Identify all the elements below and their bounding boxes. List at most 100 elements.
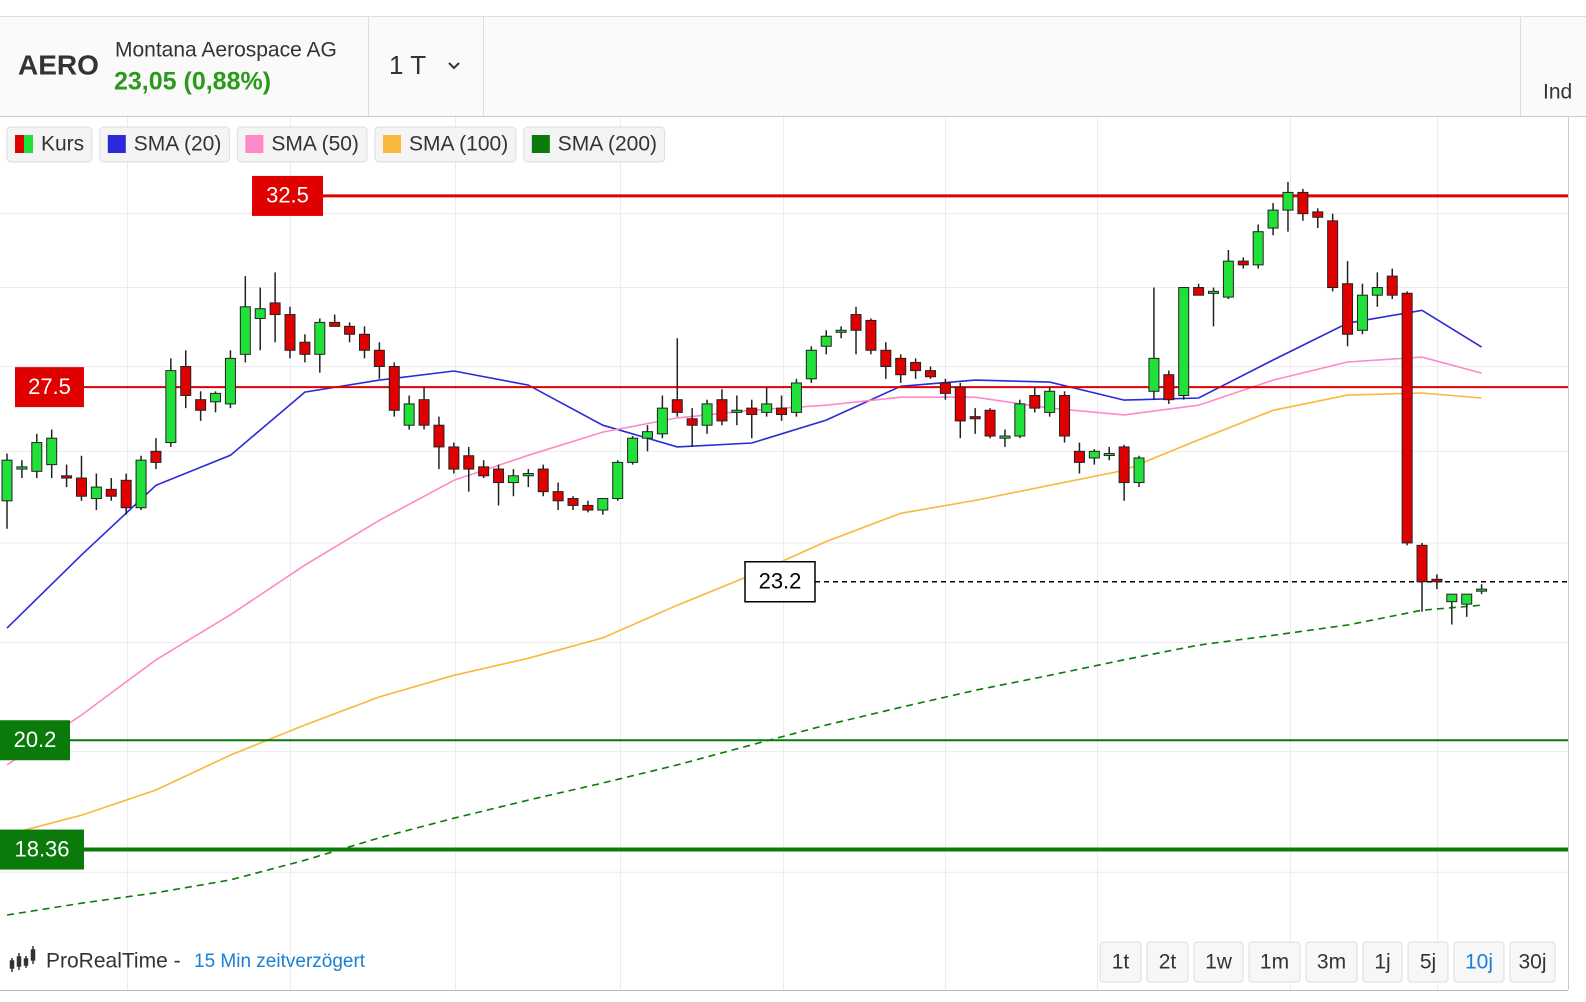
legend-item[interactable] <box>374 126 517 163</box>
candle-body <box>1207 290 1219 294</box>
period-button[interactable] <box>1453 941 1505 983</box>
candle-body <box>1327 220 1339 289</box>
candle-body <box>1133 457 1145 484</box>
level-label: 18.36 <box>14 836 69 861</box>
candle-body <box>567 498 579 506</box>
indicators-button[interactable]: Ind <box>1543 81 1572 104</box>
candle-body <box>895 357 907 376</box>
candle-body <box>1282 191 1294 211</box>
candle-body <box>1371 287 1383 296</box>
period-label[interactable]: 1t <box>1112 951 1130 974</box>
candle-body <box>314 321 326 355</box>
candle-body <box>1088 450 1100 459</box>
candle-body <box>641 431 653 439</box>
period-label[interactable]: 10j <box>1465 951 1493 974</box>
quote: 23,05 (0,88%) <box>114 68 271 96</box>
candle-body <box>284 314 296 351</box>
candle-body <box>31 442 43 472</box>
period-label[interactable]: 1m <box>1260 951 1289 974</box>
candle-body <box>105 488 117 497</box>
interval[interactable]: 1 T <box>389 50 426 80</box>
candle-body <box>1073 450 1085 463</box>
legend-label: Kurs <box>41 133 84 156</box>
candle-body <box>671 399 683 413</box>
level-label-box <box>744 561 816 603</box>
period-button[interactable] <box>1305 941 1358 983</box>
period-label[interactable]: 2t <box>1159 951 1177 974</box>
candle-body <box>656 407 668 435</box>
candle-body <box>1178 287 1190 396</box>
candle-body <box>612 461 624 500</box>
candle-body <box>865 319 877 351</box>
candle-body <box>969 416 981 420</box>
period-button[interactable] <box>1509 941 1556 983</box>
candle-body <box>1342 283 1354 335</box>
header-bar <box>0 16 1586 117</box>
level-label-box <box>0 829 84 870</box>
candle-body <box>75 477 87 497</box>
period-button[interactable] <box>1193 941 1244 983</box>
candle-body <box>61 475 73 479</box>
candle-body <box>344 325 356 335</box>
sma-line <box>6 309 1483 629</box>
candle-body <box>835 329 847 333</box>
candle-body <box>210 392 222 403</box>
candle-body <box>418 399 430 426</box>
legend-label: SMA (20) <box>134 133 222 156</box>
candle-body <box>1 459 13 502</box>
period-button[interactable] <box>1248 941 1301 983</box>
period-label[interactable]: 5j <box>1420 951 1436 974</box>
candle-body <box>880 349 892 368</box>
candle-body <box>746 407 758 416</box>
candle-body <box>1148 357 1160 392</box>
period-label[interactable]: 30j <box>1518 951 1546 974</box>
candle-body <box>373 349 385 368</box>
level-label: 27.5 <box>28 374 71 399</box>
legend-item[interactable] <box>99 126 230 163</box>
period-button[interactable] <box>1362 941 1403 983</box>
legend-item[interactable] <box>523 126 666 163</box>
candle-body <box>790 382 802 413</box>
candle-body <box>1103 453 1115 457</box>
candle-body <box>924 370 936 378</box>
candle-body <box>180 366 192 396</box>
candle-body <box>165 370 177 444</box>
candle-body <box>776 407 788 416</box>
candle-body <box>1386 275 1398 296</box>
period-button[interactable] <box>1407 941 1449 983</box>
legend-swatch <box>24 135 33 153</box>
plot: 32.5 27.5 23.2 20.2 18.36 <box>0 175 1568 916</box>
candle-body <box>150 450 162 463</box>
period-button[interactable] <box>1146 941 1189 983</box>
period-label[interactable]: 1w <box>1205 951 1233 974</box>
candle-body <box>1059 394 1071 437</box>
candle-body <box>939 382 951 394</box>
candle-body <box>1431 578 1443 583</box>
candle-body <box>984 409 996 437</box>
legend-item[interactable] <box>236 126 368 163</box>
candle-body <box>46 437 58 466</box>
period-label[interactable]: 1j <box>1374 951 1390 974</box>
sma-line <box>6 356 1482 766</box>
interval-select[interactable]: 1 T <box>389 50 460 80</box>
candle-body <box>90 486 102 500</box>
candle-body <box>507 475 519 484</box>
candle-body <box>1416 544 1428 583</box>
candle-body <box>522 473 534 477</box>
level-label-box <box>252 175 323 216</box>
level-label-box <box>15 367 84 408</box>
candle-body <box>701 403 713 426</box>
candle-body <box>1252 231 1264 266</box>
candle-body <box>1118 446 1130 484</box>
candle-body <box>433 424 445 448</box>
period-button[interactable] <box>1099 941 1142 983</box>
company-name: Montana Aerospace AG <box>115 39 337 62</box>
candle-body <box>820 335 832 347</box>
candle-body <box>1044 390 1056 413</box>
candle-body <box>1029 394 1041 409</box>
period-label[interactable]: 3m <box>1317 951 1346 974</box>
candle-body <box>358 333 370 351</box>
symbol: AERO <box>18 49 99 80</box>
